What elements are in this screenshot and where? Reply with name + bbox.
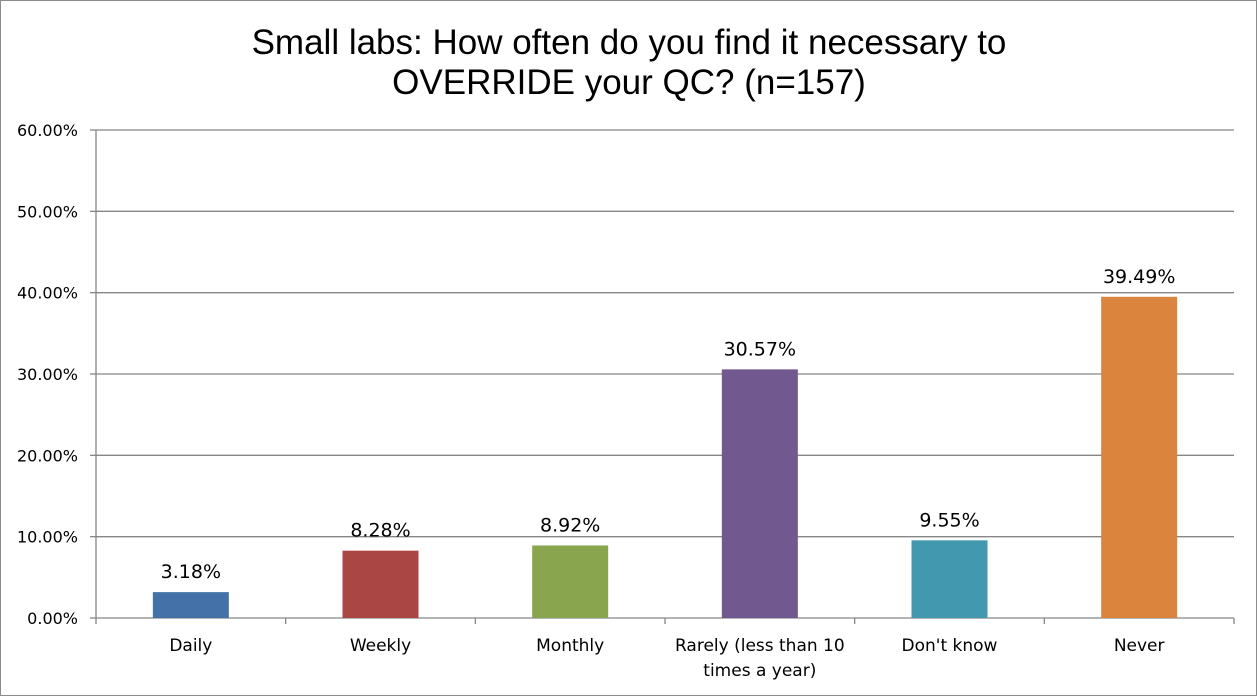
y-tick-label: 40.00% xyxy=(17,284,78,303)
data-label: 8.92% xyxy=(540,514,600,536)
chart-title: Small labs: How often do you find it nec… xyxy=(252,23,1007,102)
chart-title-line: Small labs: How often do you find it nec… xyxy=(252,23,1007,62)
bar-rarely-less-than-10-times-a-year xyxy=(721,369,798,618)
y-axis-tick-labels: 0.00% 10.00% 20.00% 30.00% 40.00% 50.00% 60.00… xyxy=(17,121,78,628)
category-label: Never xyxy=(1114,636,1165,656)
bar-daily xyxy=(152,592,229,618)
category-label: times a year) xyxy=(703,661,816,681)
y-tick-label: 60.00% xyxy=(17,121,78,140)
data-label: 8.28% xyxy=(350,520,410,542)
y-tick-label: 30.00% xyxy=(17,365,78,384)
x-axis-category-labels: Daily Weekly Monthly Rarely (less than 10 ti… xyxy=(169,636,1164,681)
bar-don-t-know xyxy=(911,540,988,618)
data-label: 3.18% xyxy=(161,561,221,583)
y-tick-label: 50.00% xyxy=(17,202,78,221)
y-tick-label: 20.00% xyxy=(17,446,78,465)
y-tick-label: 10.00% xyxy=(17,528,78,547)
data-label: 39.49% xyxy=(1103,266,1175,288)
category-label: Weekly xyxy=(350,636,411,656)
category-label: Monthly xyxy=(536,636,604,656)
data-labels: 3.18% 8.28% 8.92% 30.57% 9.55% 39.49% xyxy=(161,266,1176,583)
category-label: Rarely (less than 10 xyxy=(675,636,845,656)
data-label: 30.57% xyxy=(724,338,796,360)
y-tick-label: 0.00% xyxy=(27,609,78,628)
category-label: Daily xyxy=(169,636,212,656)
bar-never xyxy=(1101,296,1178,618)
axes xyxy=(95,130,1235,624)
category-label: Don't know xyxy=(902,636,998,656)
chart-title-line: OVERRIDE your QC? (n=157) xyxy=(392,63,866,102)
bars xyxy=(152,296,1178,618)
bar-weekly xyxy=(342,550,419,618)
bar-monthly xyxy=(532,545,609,618)
data-label: 9.55% xyxy=(919,509,979,531)
gridlines xyxy=(90,129,1234,619)
